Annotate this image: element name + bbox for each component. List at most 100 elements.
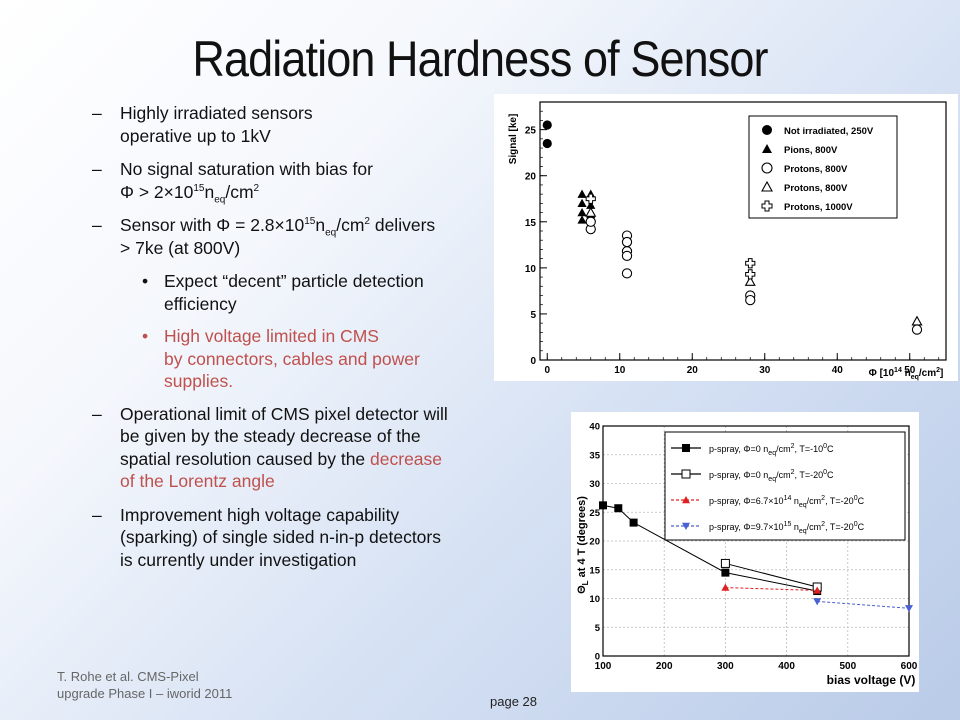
legend-marker xyxy=(762,125,772,135)
bullet-text: spatial resolution caused by the xyxy=(120,448,371,469)
dash-marker: – xyxy=(92,215,102,235)
legend-marker xyxy=(682,522,690,530)
legend-label-part: , T=-20 xyxy=(825,496,854,506)
x-tick-label: 30 xyxy=(759,365,771,376)
bullet-list: – Highly irradiated sensors operative up… xyxy=(92,102,497,582)
dash-marker: – xyxy=(92,159,102,179)
data-point xyxy=(621,268,633,279)
bullet-text: /cm xyxy=(336,215,365,235)
chart1-ylabel: Signal [ke] xyxy=(508,114,519,165)
exponent: 2 xyxy=(364,216,370,228)
data-point xyxy=(745,258,756,269)
y-tick-label: 0 xyxy=(595,652,600,663)
legend-box xyxy=(664,431,906,541)
y-tick-label: 15 xyxy=(525,218,537,229)
series-line xyxy=(725,562,818,588)
phi-symbol: Φ xyxy=(216,215,231,235)
subscript: eq xyxy=(214,194,226,205)
legend-label-part: eq xyxy=(768,476,776,483)
legend-marker xyxy=(681,469,691,479)
data-point xyxy=(542,120,552,130)
bullet-text: /cm xyxy=(225,181,254,202)
xlabel-part: 14 xyxy=(894,367,902,374)
series-line xyxy=(817,600,910,609)
bullet-text: operative up to 1kV xyxy=(120,125,271,146)
data-point xyxy=(721,583,730,591)
legend-label-part: 14 xyxy=(784,495,792,502)
footer-line: T. Rohe et al. CMS-Pixel xyxy=(57,669,199,684)
data-point xyxy=(577,215,587,224)
highlight-text: of the Lorentz angle xyxy=(120,471,275,491)
chart2-ylabel: ΘL at 4 T (degrees) xyxy=(576,496,590,594)
bullet-improvement: – Improvement high voltage capability (s… xyxy=(92,504,497,572)
x-tick-label: 40 xyxy=(832,365,844,376)
legend-label-part: eq xyxy=(768,450,776,457)
dash-marker: – xyxy=(92,403,102,424)
data-point xyxy=(577,207,587,217)
x-tick-label: 20 xyxy=(687,365,699,376)
legend-label-part: n xyxy=(791,522,799,532)
bullet-text: Sensor with xyxy=(120,215,217,235)
xlabel-part: eq xyxy=(911,374,919,381)
legend-label-part: 0 xyxy=(823,469,827,476)
bullet-saturation: – No signal saturation with bias for Φ >… xyxy=(92,158,497,205)
data-point xyxy=(813,598,822,606)
exponent: 15 xyxy=(193,182,205,194)
legend-label-part: C xyxy=(827,444,834,454)
legend-label-part: eq xyxy=(799,502,807,509)
legend-label-part: p-spray, Φ=9.7×10 xyxy=(709,522,784,532)
data-point xyxy=(621,250,633,262)
data-point xyxy=(542,138,552,149)
legend-label-part: , T=-10 xyxy=(795,444,824,454)
legend-label-part: 2 xyxy=(791,443,795,450)
legend-label-part: /cm xyxy=(807,522,822,532)
legend-label-part: 2 xyxy=(821,521,825,528)
legend-label-part: 0 xyxy=(823,443,827,450)
chart1-xlabel: Φ [1014 neq/cm2] xyxy=(869,367,944,381)
legend-label: p-spray, Φ=9.7×1015 neq/cm2, T=-200C xyxy=(709,521,865,535)
data-point xyxy=(813,586,822,594)
ylabel-part: Θ xyxy=(576,585,588,594)
legend-label-part: eq xyxy=(799,528,807,535)
bullet-text: High voltage limited in CMS xyxy=(164,326,379,346)
chart1-legend: Not irradiated, 250V Pions, 800V Protons, … xyxy=(748,115,898,219)
legend-label: Not irradiated, 250V xyxy=(784,126,874,137)
bullet-text: is currently under investigation xyxy=(120,549,357,570)
data-point xyxy=(586,200,596,209)
y-tick-label: 10 xyxy=(525,264,537,275)
y-tick-label: 40 xyxy=(589,422,600,433)
x-tick-label: 400 xyxy=(778,661,795,672)
legend-label: Pions, 800V xyxy=(784,145,838,156)
data-point xyxy=(585,206,597,217)
exponent: 15 xyxy=(304,216,316,228)
bullet-text: n xyxy=(204,181,215,202)
data-point xyxy=(745,294,756,306)
legend-label-part: /cm xyxy=(776,444,791,454)
bullet-text: > 7ke (at 800V) xyxy=(120,237,241,258)
data-point xyxy=(599,501,607,510)
chart2-frame xyxy=(602,425,910,657)
bullet-text: No signal saturation with bias for xyxy=(120,159,373,179)
bullet-text: > 2×10 xyxy=(133,181,194,202)
y-tick-label: 20 xyxy=(589,537,600,548)
data-point xyxy=(905,605,913,613)
data-point xyxy=(720,558,730,568)
legend-label-part: 2 xyxy=(821,495,825,502)
legend-label-part: , T=-20 xyxy=(825,522,854,532)
legend-label-part: p-spray, Φ=0 n xyxy=(709,444,768,454)
dot-marker: • xyxy=(142,326,149,346)
y-tick-label: 15 xyxy=(589,565,600,576)
data-point xyxy=(744,275,756,286)
legend-label: Protons, 800V xyxy=(784,183,848,194)
bullet-text: efficiency xyxy=(164,293,237,314)
x-tick-label: 300 xyxy=(717,661,734,672)
y-tick-label: 30 xyxy=(589,479,600,490)
legend-label-part: , T=-20 xyxy=(795,470,824,480)
bullet-text: by connectors, cables and power xyxy=(164,348,420,369)
legend-label-part: C xyxy=(858,496,865,506)
bullet-irradiated: – Highly irradiated sensors operative up… xyxy=(92,102,497,147)
legend-marker xyxy=(682,496,690,504)
legend-marker xyxy=(761,162,773,174)
legend-label: p-spray, Φ=6.7×1014 neq/cm2, T=-200C xyxy=(709,495,865,509)
